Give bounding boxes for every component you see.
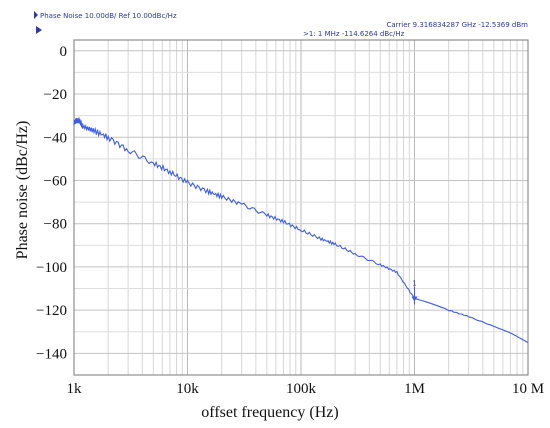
x-axis-label: offset frequency (Hz): [201, 404, 338, 421]
carrier-label: Carrier 9.316834287 GHz -12.5369 dBm: [386, 21, 528, 29]
y-tick-label: −20: [44, 87, 67, 103]
y-tick-label: −140: [36, 346, 67, 362]
trace-triangle-icon: [34, 11, 38, 19]
y-axis-label: Phase noise (dBc/Hz): [14, 121, 31, 260]
axis-tick-labels: 1k 10k 100k 1M 10 M 0 −20 −40 −60 −80 −100 −120 −140: [36, 44, 544, 397]
x-tick-label: 100k: [286, 381, 317, 397]
x-tick-label: 10 M: [512, 381, 544, 397]
ref-level-arrow-icon: [36, 26, 42, 34]
marker-readout: >1: 1 MHz -114.6264 dBc/Hz: [303, 30, 405, 38]
x-tick-label: 10k: [176, 381, 199, 397]
phase-noise-series-line: [73, 117, 529, 344]
header-left-label: Phase Noise 10.00dB/ Ref 10.00dBc/Hz: [40, 12, 177, 20]
marker-label: 1: [412, 280, 416, 288]
y-tick-label: −120: [36, 303, 67, 319]
plot-frame: [73, 39, 529, 376]
y-tick-label: 0: [60, 44, 68, 60]
y-tick-label: −100: [36, 260, 67, 276]
y-tick-label: −60: [44, 173, 67, 189]
x-tick-label: 1M: [404, 381, 425, 397]
y-tick-label: −40: [44, 130, 67, 146]
marker-diamond-icon: [411, 296, 418, 302]
y-tick-label: −80: [44, 217, 67, 233]
grid: [73, 40, 528, 375]
marker-1: 1: [411, 280, 418, 305]
x-tick-label: 1k: [67, 381, 83, 397]
